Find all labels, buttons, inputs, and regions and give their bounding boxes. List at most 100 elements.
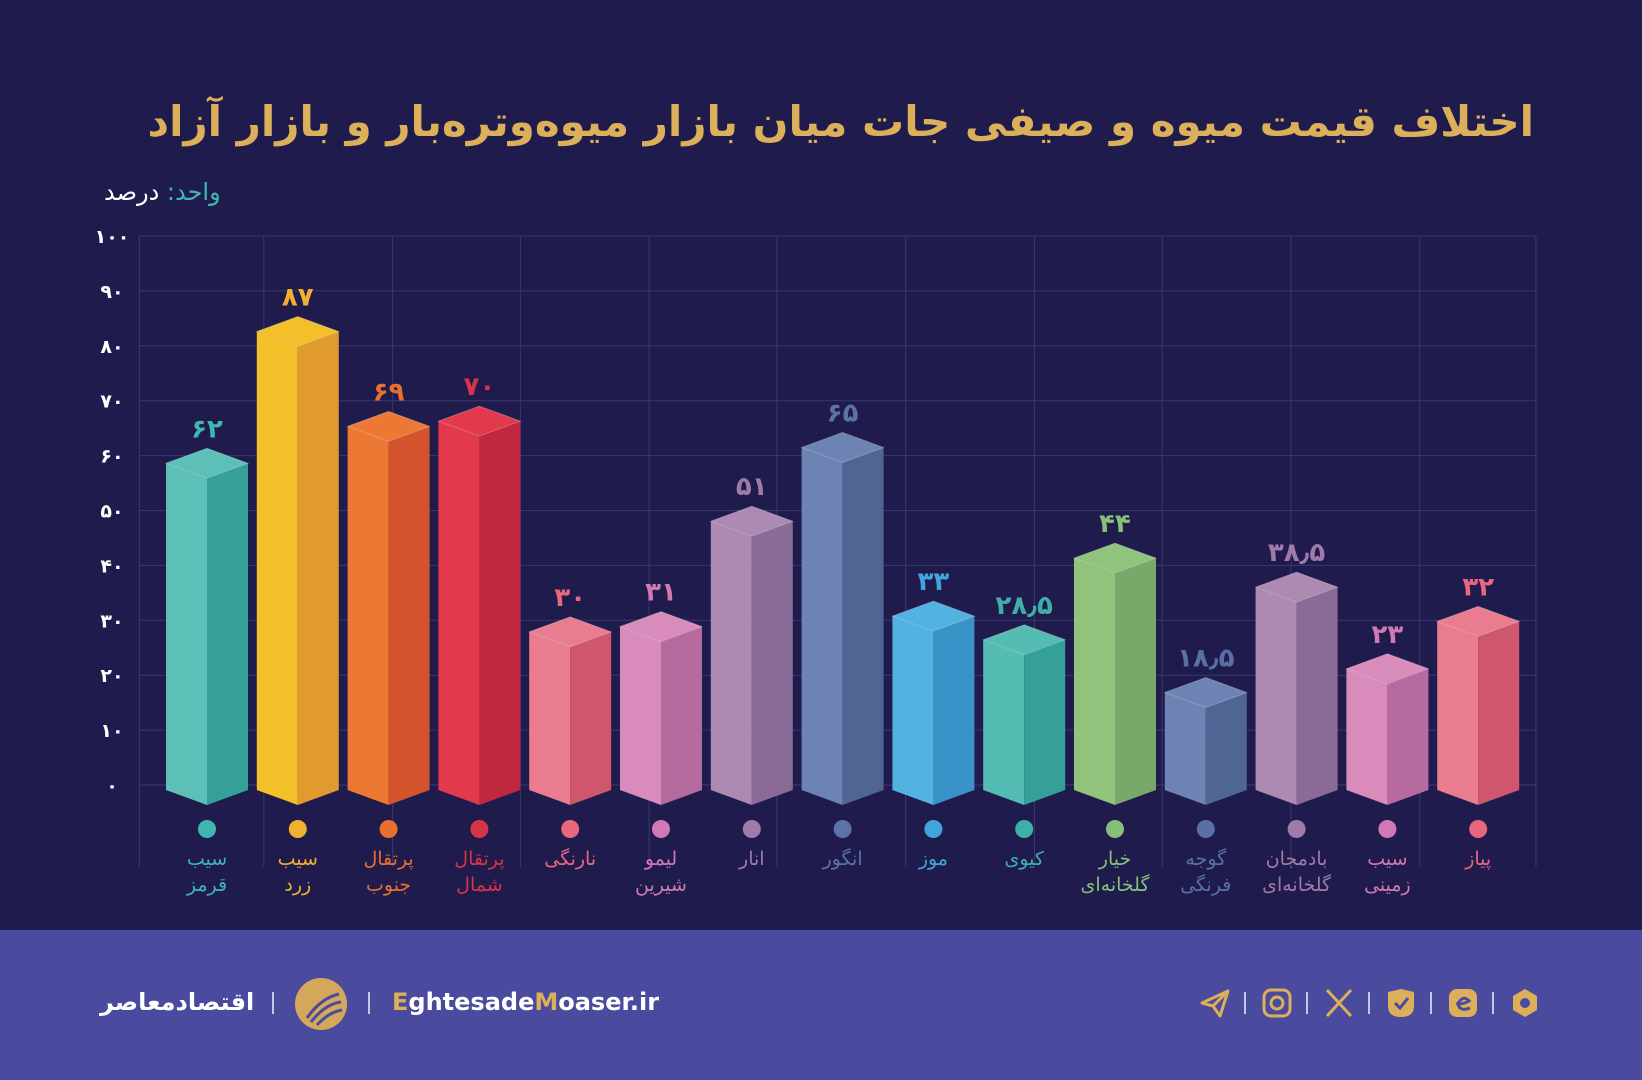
- instagram-icon[interactable]: [1260, 986, 1294, 1020]
- legend-dot: [1287, 820, 1306, 838]
- bar-front-left: [1255, 587, 1297, 805]
- footer: اقتصادمعاصر EghtesadeMoaser.ir: [0, 930, 1642, 1080]
- legend-dot: [1106, 820, 1124, 838]
- category-label: پرتقال: [363, 848, 413, 870]
- legend-dot: [198, 820, 216, 838]
- legend-dot: [1015, 820, 1034, 838]
- y-tick-label: ۸۰: [100, 336, 123, 358]
- category-label: انگور: [822, 847, 863, 870]
- legend-dot: [1196, 820, 1215, 838]
- category-label-line2: گلخانه‌ای: [1080, 873, 1150, 896]
- bar-front-right: [388, 426, 430, 805]
- bar-front-right: [933, 616, 975, 805]
- category-label-line2: زرد: [284, 874, 311, 896]
- telegram-icon[interactable]: [1198, 986, 1232, 1020]
- x-icon[interactable]: [1322, 986, 1356, 1020]
- category-label: سیب: [1367, 848, 1407, 870]
- y-tick-label: ۳۰: [100, 610, 123, 632]
- category-label: انار: [738, 848, 765, 870]
- value-label: ۶۹: [373, 377, 405, 407]
- bar-front-left: [347, 426, 389, 805]
- value-label: ۳۰: [554, 583, 586, 613]
- category-label: بادمجان: [1266, 848, 1328, 870]
- bar-front-left: [1437, 621, 1479, 805]
- legend-dot: [742, 820, 761, 838]
- value-label: ۶۵: [827, 398, 859, 428]
- legend-dot: [288, 820, 307, 838]
- value-label: ۳۳: [918, 567, 950, 597]
- category-label: سیب: [187, 848, 227, 870]
- category-label: موز: [918, 848, 948, 870]
- bar-top: [346, 410, 432, 442]
- category-label-line2: شمال: [456, 874, 503, 896]
- hexagon-icon[interactable]: [1508, 986, 1542, 1020]
- y-tick-label: ۵۰: [100, 501, 123, 523]
- bar-front-left: [983, 639, 1025, 805]
- y-tick-label: ۶۰: [100, 446, 123, 468]
- bar-front-right: [297, 331, 339, 805]
- bar-top: [1435, 605, 1521, 637]
- bar-front-right: [751, 521, 793, 805]
- legend-dot: [561, 820, 580, 838]
- bar-top: [618, 611, 704, 643]
- category-label: گوجه: [1185, 847, 1227, 870]
- bar-front-left: [1346, 668, 1388, 805]
- bar-front-left: [620, 626, 661, 805]
- bar-front-left: [1074, 558, 1115, 805]
- bar-chart: ۰ ۱۰ ۲۰ ۳۰ ۴۰ ۵۰ ۶۰ ۷۰ ۸۰ ۹۰ ۱۰۰ ۶۲ سیب قرمز ۸۷ سیب زرد ۶…: [95, 226, 1537, 896]
- bar-front-right: [1478, 621, 1520, 805]
- category-label-line2: فرنگی: [1180, 873, 1231, 896]
- divider: [272, 992, 274, 1014]
- bale-icon[interactable]: [1384, 986, 1418, 1020]
- divider: [1244, 992, 1246, 1014]
- eitaa-icon[interactable]: [1446, 986, 1480, 1020]
- divider: [1306, 992, 1308, 1014]
- legend-dot: [833, 820, 852, 838]
- chart-title: اختلاف قیمت میوه و صیفی جات میان بازار م…: [147, 97, 1534, 146]
- bar-front-right: [1205, 692, 1247, 805]
- category-label: خیار: [1098, 848, 1131, 870]
- bar-front-right: [207, 463, 248, 805]
- value-label: ۵۱: [736, 472, 768, 502]
- y-tick-label: ۷۰: [100, 391, 123, 413]
- value-label: ۸۷: [282, 283, 314, 313]
- y-tick-label: ۱۰: [100, 720, 123, 742]
- website-link[interactable]: EghtesadeMoaser.ir: [392, 988, 660, 1016]
- divider: [368, 992, 370, 1014]
- bar-front-left: [256, 331, 298, 805]
- bar-top: [255, 315, 341, 348]
- bar-top: [800, 431, 886, 463]
- bar-front-right: [1296, 587, 1338, 805]
- bar-front-right: [842, 447, 884, 805]
- category-label: لیمو: [644, 848, 677, 870]
- bar-front-right: [479, 421, 521, 805]
- category-label-line2: قرمز: [186, 874, 227, 896]
- bar-front-right: [1115, 558, 1156, 805]
- value-label: ۶۲: [191, 414, 223, 444]
- category-label: کیوی: [1004, 848, 1044, 870]
- y-tick-label: ۰: [106, 775, 118, 797]
- legend-dot: [470, 820, 489, 838]
- bar-top: [981, 624, 1067, 656]
- value-label: ۳۲: [1462, 572, 1494, 602]
- value-label: ۳۸٫۵: [1268, 538, 1325, 568]
- category-label: نارنگی: [544, 847, 596, 870]
- legend-dot: [1469, 820, 1488, 838]
- bar-front-right: [570, 631, 612, 805]
- y-tick-label: ۹۰: [100, 281, 123, 303]
- value-label: ۱۸٫۵: [1177, 644, 1234, 674]
- category-label: پرتقال: [454, 848, 504, 870]
- bar-top: [1072, 542, 1158, 574]
- value-label: ۲۸٫۵: [996, 591, 1053, 621]
- value-label: ۳۱: [645, 578, 677, 608]
- bar-front-left: [166, 463, 207, 805]
- legend-dot: [379, 820, 398, 838]
- unit-key: واحد:: [166, 178, 221, 206]
- y-tick-label: ۴۰: [100, 555, 123, 577]
- bar-front-right: [1387, 668, 1429, 805]
- bar-top: [890, 600, 976, 632]
- bar-top: [527, 616, 613, 648]
- bar-top: [1254, 571, 1340, 603]
- divider: [1430, 992, 1432, 1014]
- y-tick-label: ۱۰۰: [95, 226, 130, 248]
